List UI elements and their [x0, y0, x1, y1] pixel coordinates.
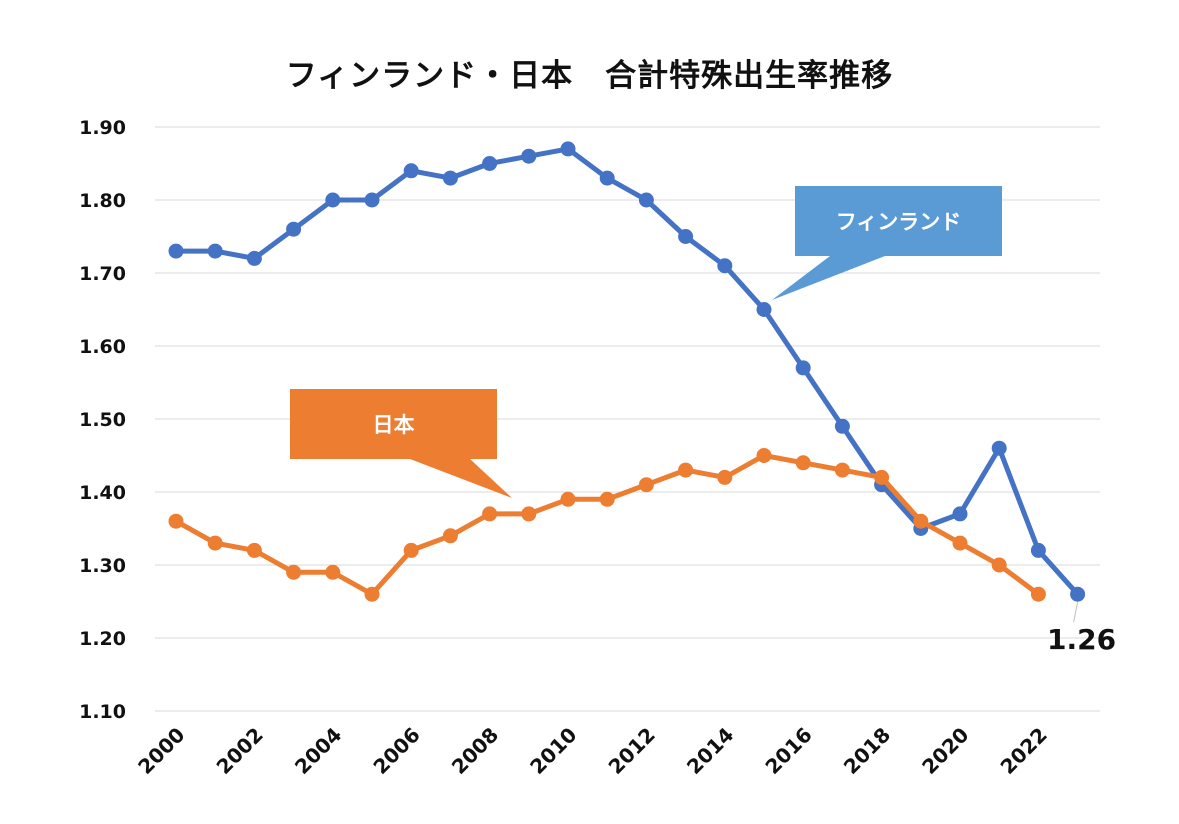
data-point	[952, 506, 968, 522]
callout-box	[795, 186, 1002, 256]
x-tick-label: 2012	[604, 723, 660, 779]
data-point	[325, 192, 341, 208]
data-point	[717, 258, 733, 274]
data-point	[599, 491, 615, 507]
x-tick-label: 2014	[682, 723, 738, 779]
data-point	[482, 156, 498, 171]
data-point	[638, 477, 654, 493]
y-tick-label: 1.10	[79, 701, 126, 723]
annotations: 1.26	[1047, 602, 1116, 656]
x-tick-label: 2018	[839, 723, 895, 779]
data-point	[991, 440, 1007, 456]
data-point	[678, 462, 694, 478]
data-point	[952, 535, 968, 551]
y-tick-label: 1.40	[79, 482, 126, 504]
data-point	[834, 418, 850, 434]
data-point	[325, 564, 341, 580]
legend-label: 日本	[373, 413, 415, 437]
data-point	[991, 557, 1007, 573]
data-point	[717, 469, 733, 485]
y-axis: 1.10 1.20 1.30 1.40 1.50 1.60 1.70 1.80 1.90	[79, 117, 126, 723]
data-point	[246, 250, 262, 266]
data-point	[168, 243, 184, 259]
data-point	[168, 513, 184, 529]
data-point	[638, 192, 654, 208]
annotation-leader	[1073, 602, 1079, 623]
x-tick-label: 2022	[996, 723, 1052, 779]
data-point	[874, 469, 890, 485]
x-axis: 2000 2002 2004 2006 2008 2010 2012 2014 2016 2018…	[133, 723, 1052, 779]
legend-label: フィンランド	[836, 210, 962, 234]
x-tick-label: 2002	[212, 723, 268, 779]
y-tick-label: 1.70	[79, 263, 126, 285]
data-point	[207, 243, 223, 259]
y-tick-label: 1.60	[79, 336, 126, 358]
y-tick-label: 1.20	[79, 628, 126, 650]
gridlines	[155, 126, 1100, 712]
data-label: 1.26	[1047, 623, 1116, 656]
data-point	[207, 535, 223, 551]
series	[168, 141, 1086, 602]
callout-pointer	[410, 459, 512, 498]
series-line	[173, 453, 1041, 597]
data-point	[678, 229, 694, 244]
data-point	[442, 528, 458, 544]
data-point	[364, 586, 380, 602]
data-point	[521, 148, 537, 164]
data-point	[1030, 542, 1046, 558]
callout-box	[290, 389, 497, 459]
data-point	[795, 360, 811, 376]
data-point	[403, 542, 419, 558]
data-point	[756, 448, 772, 463]
data-point	[795, 455, 811, 471]
x-tick-label: 2010	[525, 723, 581, 779]
data-point	[560, 491, 576, 507]
x-tick-label: 2004	[290, 723, 346, 779]
data-point	[442, 170, 458, 186]
x-tick-label: 2020	[917, 723, 973, 779]
y-tick-label: 1.50	[79, 409, 126, 431]
data-point	[403, 163, 419, 179]
y-tick-label: 1.90	[79, 117, 126, 139]
data-point	[246, 542, 262, 558]
data-point	[286, 221, 302, 237]
data-point	[521, 506, 537, 522]
data-point	[560, 141, 576, 157]
data-point	[1070, 586, 1086, 602]
y-tick-label: 1.30	[79, 555, 126, 577]
data-point	[286, 564, 302, 580]
x-tick-label: 2006	[368, 723, 424, 779]
x-tick-label: 2016	[760, 723, 816, 779]
x-tick-label: 2000	[133, 723, 189, 779]
callout-pointer	[772, 256, 885, 300]
data-point	[364, 192, 380, 208]
data-point	[1030, 586, 1046, 602]
x-tick-label: 2008	[447, 723, 503, 779]
data-point	[599, 170, 615, 186]
y-tick-label: 1.80	[79, 190, 126, 212]
data-point	[834, 462, 850, 478]
data-point	[482, 506, 498, 522]
data-point	[756, 302, 772, 317]
data-point	[913, 513, 929, 529]
chart-title: フィンランド・日本 合計特殊出生率推移	[285, 58, 894, 94]
